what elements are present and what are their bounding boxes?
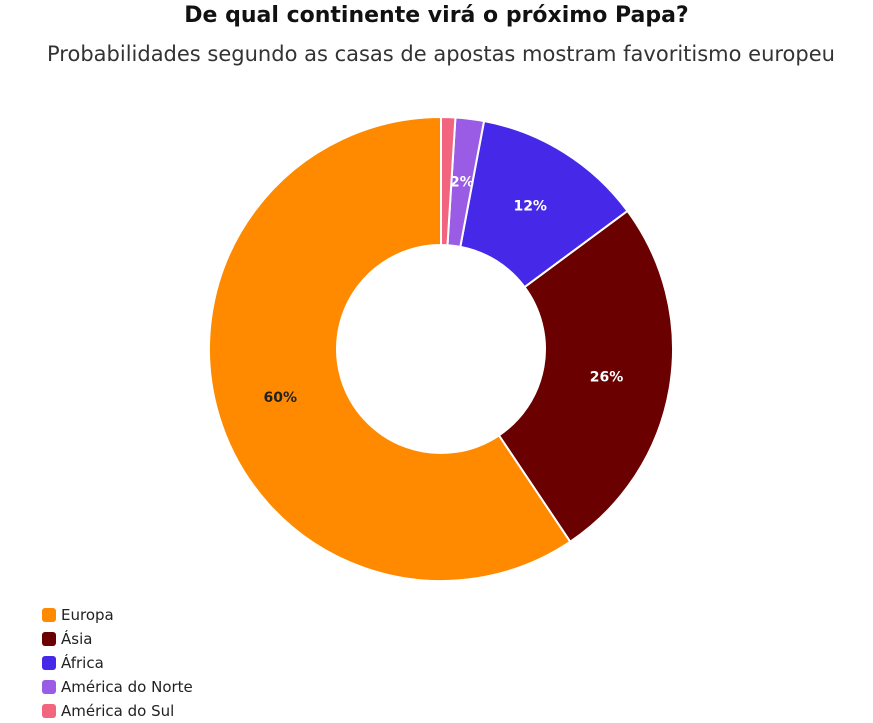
legend-item-america-do-sul[interactable]: América do Sul: [42, 699, 193, 723]
legend-item-europa[interactable]: Europa: [42, 603, 193, 627]
data-label-asia: 26%: [590, 370, 624, 386]
slice-africa[interactable]: [459, 120, 629, 289]
slice-america-do-norte[interactable]: [446, 116, 486, 248]
legend-item-america-do-norte[interactable]: América do Norte: [42, 675, 193, 699]
legend-label: África: [61, 654, 104, 672]
legend-swatch: [42, 704, 56, 718]
legend-swatch: [42, 680, 56, 694]
legend-swatch: [42, 608, 56, 622]
legend-item-asia[interactable]: Ásia: [42, 627, 193, 651]
chart-legend: Europa Ásia África América do Norte América …: [42, 603, 193, 723]
legend-label: América do Norte: [61, 678, 193, 696]
legend-label: Ásia: [61, 630, 93, 648]
data-label-europa: 60%: [264, 390, 298, 406]
slice-europa[interactable]: [208, 116, 572, 582]
legend-swatch: [42, 632, 56, 646]
data-label-africa: 12%: [513, 199, 547, 215]
data-label-america-do-norte: 2%: [450, 174, 474, 190]
chart-subtitle: Probabilidades segundo as casas de apost…: [47, 42, 835, 66]
legend-label: Europa: [61, 606, 114, 624]
legend-label: América do Sul: [61, 702, 175, 720]
chart-title: De qual continente virá o próximo Papa?: [184, 3, 689, 28]
legend-swatch: [42, 656, 56, 670]
slice-america-do-sul[interactable]: [440, 116, 457, 247]
slice-asia[interactable]: [497, 209, 674, 543]
legend-item-africa[interactable]: África: [42, 651, 193, 675]
